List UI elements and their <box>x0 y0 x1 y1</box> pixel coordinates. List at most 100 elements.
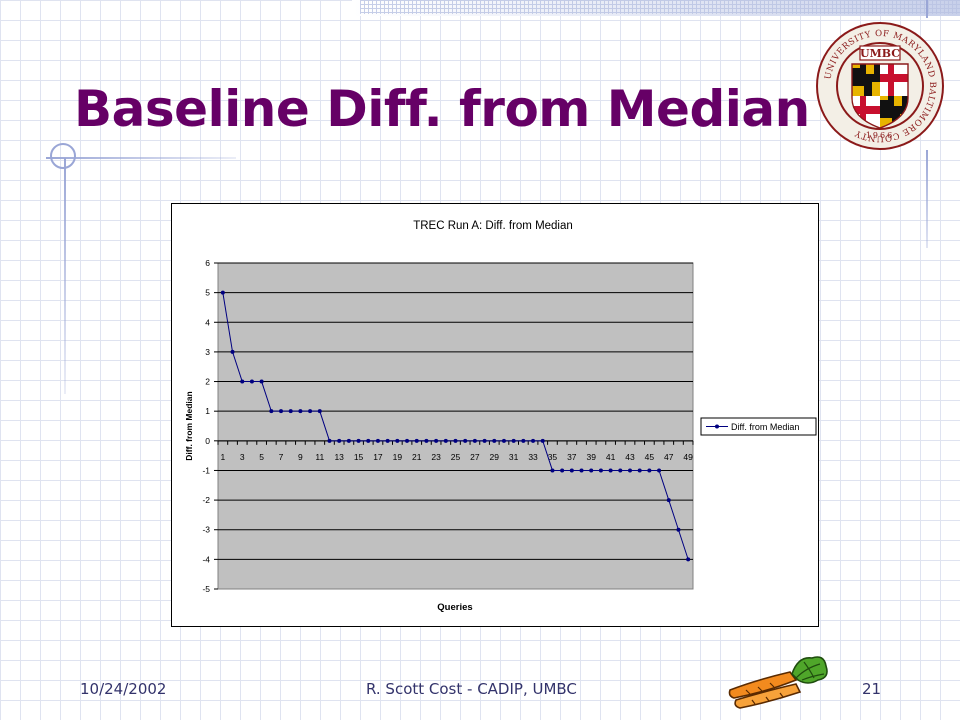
y-tick-label: 2 <box>205 377 210 387</box>
y-tick-label: -5 <box>202 584 210 594</box>
x-tick-label: 45 <box>645 452 655 462</box>
chart-title: TREC Run A: Diff. from Median <box>413 220 573 232</box>
x-tick-label: 39 <box>586 452 596 462</box>
x-tick-label: 9 <box>298 452 303 462</box>
data-point <box>676 527 681 532</box>
data-point <box>249 379 254 384</box>
data-point <box>482 438 487 443</box>
data-point <box>434 438 439 443</box>
data-point <box>501 438 506 443</box>
data-point <box>463 438 468 443</box>
data-point <box>385 438 390 443</box>
x-tick-label: 43 <box>625 452 635 462</box>
y-tick-label: -1 <box>202 465 210 475</box>
x-tick-label: 19 <box>393 452 403 462</box>
y-tick-label: 1 <box>205 406 210 416</box>
data-point <box>346 438 351 443</box>
line-chart: TREC Run A: Diff. from Median 6543210-1-… <box>171 203 819 627</box>
data-point <box>375 438 380 443</box>
data-point <box>288 409 293 414</box>
seal-year: 1966 <box>866 131 894 140</box>
data-point <box>259 379 264 384</box>
data-point <box>337 438 342 443</box>
x-axis-label: Queries <box>437 602 472 613</box>
y-tick-label: -2 <box>202 495 210 505</box>
x-tick-label: 35 <box>548 452 558 462</box>
y-tick-label: 0 <box>205 436 210 446</box>
plot-area <box>217 262 694 590</box>
data-point <box>279 409 284 414</box>
data-point <box>589 468 594 473</box>
data-point <box>569 468 574 473</box>
data-point <box>608 468 613 473</box>
x-tick-label: 15 <box>354 452 364 462</box>
x-tick-labels: 1 3 5 7 9 11 13 15 17 19 21 23 25 27 29 31 33 35 37 39 41 43 4… <box>220 452 693 462</box>
data-point <box>686 557 691 562</box>
footer-page-number: 21 <box>862 680 882 698</box>
footer-author: R. Scott Cost - CADIP, UMBC <box>366 680 577 698</box>
y-tick-label: -3 <box>202 525 210 535</box>
data-point <box>317 409 322 414</box>
x-tick-label: 27 <box>470 452 480 462</box>
data-point <box>220 290 225 295</box>
data-point <box>666 498 671 503</box>
data-point <box>531 438 536 443</box>
y-axis-label: Diff. from Median <box>184 391 194 460</box>
footer-date: 10/24/2002 <box>80 680 167 698</box>
x-tick-label: 25 <box>451 452 461 462</box>
data-point <box>657 468 662 473</box>
y-tick-label: 6 <box>205 258 210 268</box>
data-point <box>579 468 584 473</box>
data-point <box>424 438 429 443</box>
y-tick-labels: 6 5 4 3 2 1 0 -1 -2 -3 -4 -5 <box>202 258 210 594</box>
seal-shield <box>852 64 908 128</box>
x-tick-label: 33 <box>528 452 538 462</box>
decorative-circle <box>50 143 76 169</box>
x-tick-label: 3 <box>240 452 245 462</box>
data-point <box>327 438 332 443</box>
data-point <box>511 438 516 443</box>
y-tick-label: 5 <box>205 288 210 298</box>
data-point <box>240 379 245 384</box>
data-point <box>647 468 652 473</box>
x-tick-label: 5 <box>259 452 264 462</box>
x-tick-label: 23 <box>431 452 441 462</box>
seal-umbc-banner <box>859 45 901 61</box>
decorative-vertical-line-right <box>926 150 928 248</box>
data-point <box>598 468 603 473</box>
x-tick-label: 7 <box>279 452 284 462</box>
data-point <box>521 438 526 443</box>
decorative-vertical-line-right-top <box>926 0 928 18</box>
data-point <box>627 468 632 473</box>
seal-inner-ring <box>836 42 924 130</box>
x-tick-label: 37 <box>567 452 577 462</box>
data-point <box>269 409 274 414</box>
legend-entry-label: Diff. from Median <box>731 422 799 432</box>
data-point <box>637 468 642 473</box>
x-tick-label: 47 <box>664 452 674 462</box>
series-diff-from-median <box>220 290 691 562</box>
decorative-vertical-line <box>64 158 66 394</box>
data-point <box>366 438 371 443</box>
x-tick-label: 11 <box>315 452 324 462</box>
x-tick-label: 17 <box>373 452 383 462</box>
data-point <box>560 468 565 473</box>
data-point <box>472 438 477 443</box>
data-point <box>356 438 361 443</box>
legend-marker <box>715 424 719 429</box>
y-tick-label: 4 <box>205 317 210 327</box>
legend-box <box>700 417 817 436</box>
data-point <box>443 438 448 443</box>
top-decorative-pattern <box>360 0 960 14</box>
y-tick-label: 3 <box>205 347 210 357</box>
x-tick-label: 13 <box>334 452 344 462</box>
data-point <box>230 349 235 354</box>
data-point <box>618 468 623 473</box>
x-tick-label: 41 <box>606 452 616 462</box>
y-tick-label: -4 <box>202 554 210 564</box>
decorative-horizontal-line <box>46 157 236 159</box>
x-tick-label: 21 <box>412 452 422 462</box>
x-tick-label: 31 <box>509 452 519 462</box>
seal-center-text: UMBC <box>860 47 900 60</box>
data-point <box>405 438 410 443</box>
